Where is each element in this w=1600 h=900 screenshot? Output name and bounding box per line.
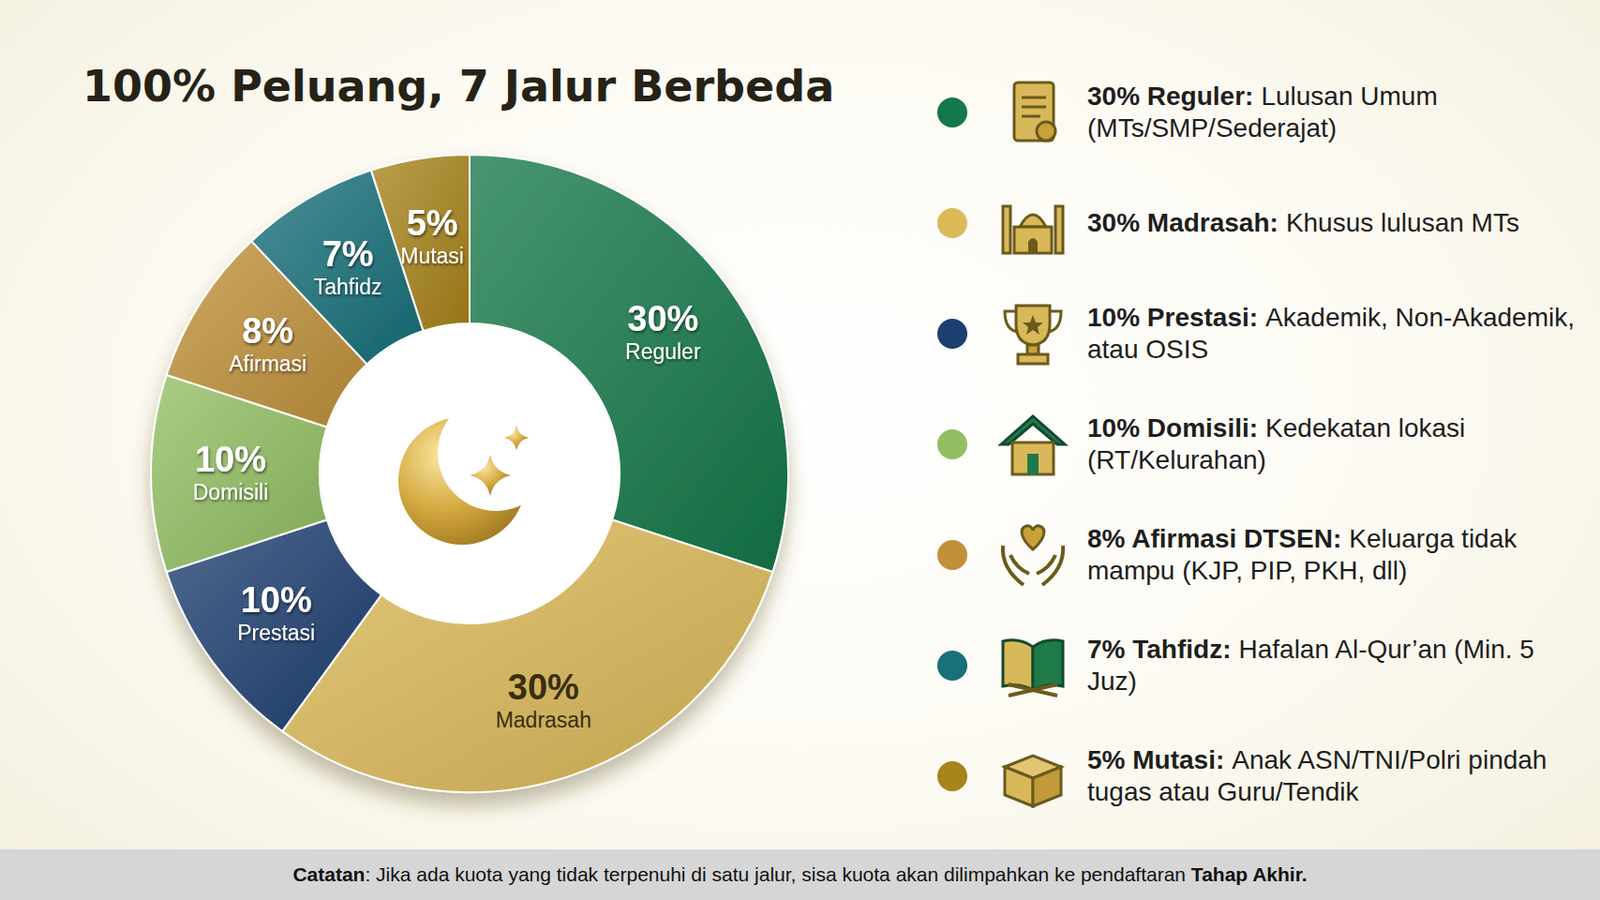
category-label: Domisili [193,479,270,505]
data-label: 5% [406,203,459,243]
legend-icon [995,406,1071,482]
legend-text: 30% Reguler:Lulusan Umum (MTs/SMP/Sedera… [1087,80,1575,144]
legend-item: 5% Mutasi:Anak ASN/TNI/Polri pindah tuga… [937,724,1594,828]
legend-icon [995,296,1071,372]
legend-title: 8% Afirmasi DTSEN: [1087,523,1342,554]
star-icon [504,425,529,450]
legend-text: 10% Prestasi:Akademik, Non-Akademik, ata… [1087,301,1575,365]
legend-item: 7% Tahfidz:Hafalan Al-Qur’an (Min. 5 Juz… [937,613,1594,718]
stage: 100% Peluang, 7 Jalur Berbeda30%Reguler3… [0,0,1600,900]
note-text: Tahap Akhir. [1191,863,1308,886]
legend-title: 30% Madrasah: [1087,208,1279,238]
data-label: 7% [322,234,374,274]
legend-description: Khusus lulusan MTs [1285,208,1520,238]
data-label: 30% [627,299,699,339]
category-label: Prestasi [237,620,315,645]
footer-note: Catatan: Jika ada kuota yang tidak terpe… [0,849,1600,900]
legend-swatch [937,318,968,349]
legend-swatch [937,650,968,681]
legend-item: 10% Domisili:Kedekatan lokasi (RT/Kelura… [937,392,1594,496]
category-label: Madrasah [495,707,592,733]
crescent-icon [398,417,526,545]
data-labels: 30%Reguler30%Madrasah10%Prestasi10%Domis… [193,203,702,732]
legend-swatch [937,539,968,570]
category-label: Tahfidz [314,274,383,300]
legend-icon [995,738,1071,814]
hole [320,324,619,623]
legend-swatch [937,429,968,460]
data-label: 30% [508,667,580,707]
legend-swatch [937,208,968,239]
legend-text: 8% Afirmasi DTSEN:Keluarga tidak mampu (… [1087,523,1575,586]
note-text: : Jika ada kuota yang tidak terpenuhi di… [364,863,1191,886]
legend-item: 30% Reguler:Lulusan Umum (MTs/SMP/Sedera… [937,60,1594,165]
legend-title: 7% Tahfidz: [1087,634,1231,664]
data-label: 10% [240,580,313,620]
title: 100% Peluang, 7 Jalur Berbeda [82,60,835,112]
legend-text: 7% Tahfidz:Hafalan Al-Qur’an (Min. 5 Juz… [1087,633,1575,697]
legend-icon [995,185,1071,261]
category-label: Mutasi [400,243,464,269]
star-icon [469,454,511,496]
legend-swatch [937,761,968,792]
legend-icon [995,517,1071,593]
category-label: Afirmasi [228,351,307,376]
legend-title: 30% Reguler: [1087,81,1254,111]
legend-item: 10% Prestasi:Akademik, Non-Akademik, ata… [937,282,1594,386]
legend-title: 5% Mutasi: [1087,745,1225,775]
donut [150,154,789,793]
legend-title: 10% Prestasi: [1087,302,1258,332]
note-text: Catatan [292,863,365,886]
slice [371,154,470,331]
legend-text: 5% Mutasi:Anak ASN/TNI/Polri pindah tuga… [1087,744,1575,808]
legend-icon [995,74,1071,150]
category-label: Reguler [625,339,702,364]
legend-text: 30% Madrasah:Khusus lulusan MTs [1087,207,1575,240]
data-label: 8% [241,311,294,351]
legend-icon [995,628,1071,703]
legend-swatch [937,97,968,128]
legend-item: 30% Madrasah:Khusus lulusan MTs [937,171,1594,275]
data-label: 10% [194,439,267,479]
legend-text: 10% Domisili:Kedekatan lokasi (RT/Kelura… [1087,412,1575,476]
legend-title: 10% Domisili: [1087,413,1258,443]
legend-item: 8% Afirmasi DTSEN:Keluarga tidak mampu (… [937,503,1594,607]
